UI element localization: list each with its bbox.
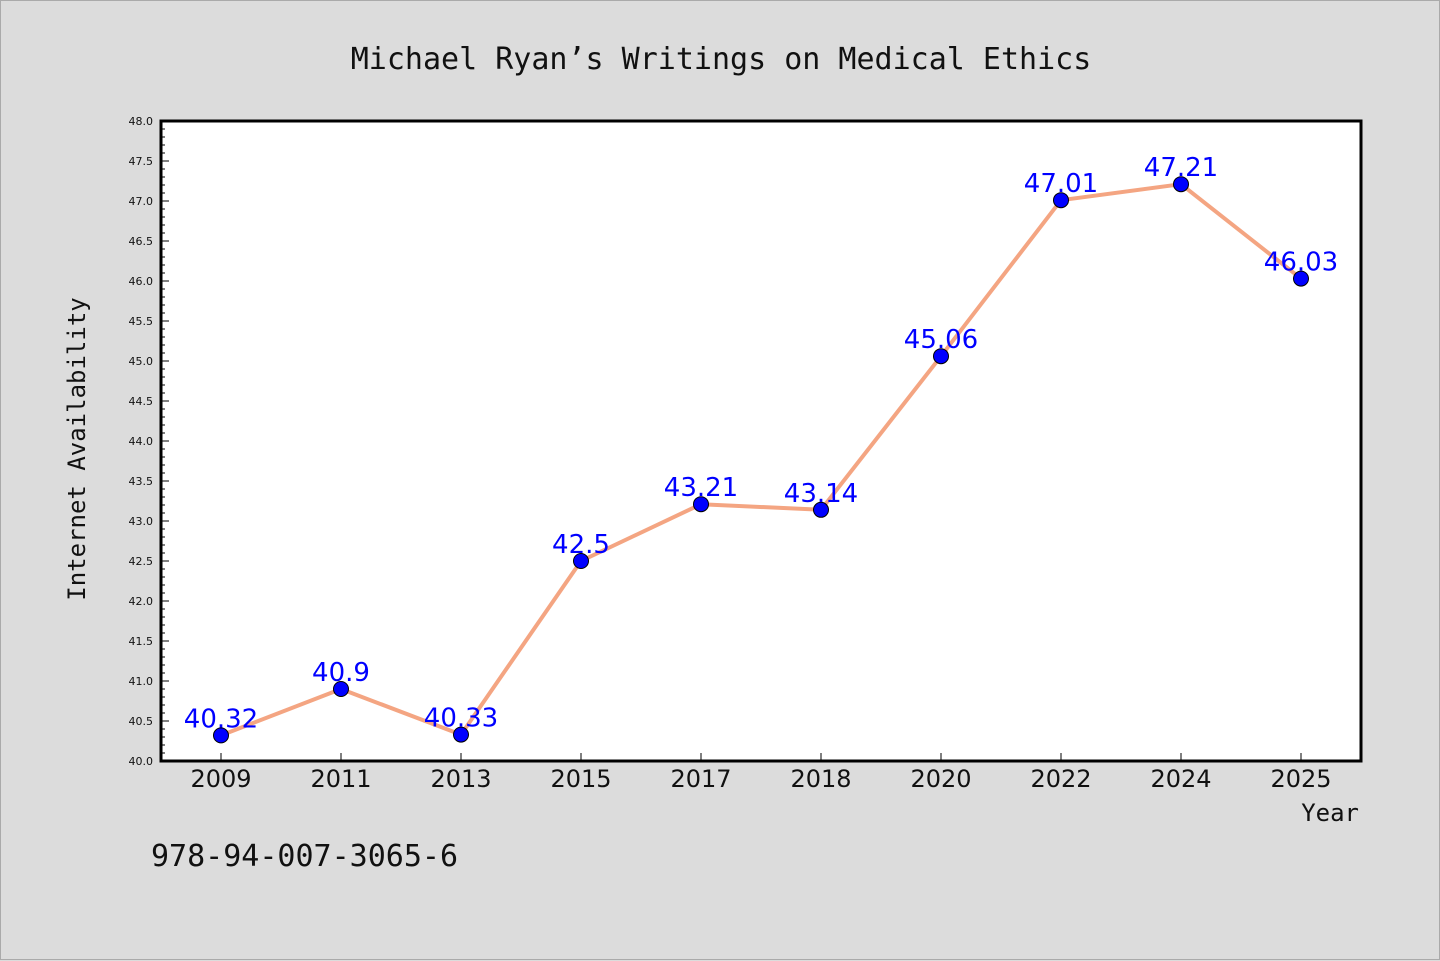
data-point <box>1173 176 1189 193</box>
x-tick-label: 2022 <box>1030 765 1091 793</box>
y-tick-label: 47.5 <box>129 155 154 168</box>
plot-area <box>161 121 1361 761</box>
y-tick-label: 42.5 <box>129 555 154 568</box>
y-tick-label: 46.5 <box>129 235 154 248</box>
data-label: 43.14 <box>784 479 858 509</box>
data-point <box>213 727 229 744</box>
data-point <box>333 681 349 697</box>
isbn-footer: 978-94-007-3065-6 <box>151 839 458 874</box>
x-axis: 2009 2011 2013 2015 2017 2018 2020 2022 2024 2025 <box>190 753 1332 793</box>
x-tick-label: 2025 <box>1270 765 1331 793</box>
data-point <box>693 496 709 513</box>
data-label: 47.01 <box>1024 169 1098 199</box>
y-tick-label: 43.5 <box>129 475 154 488</box>
x-tick-label: 2009 <box>190 765 251 793</box>
x-tick-label: 2018 <box>790 765 851 793</box>
data-label: 40.9 <box>312 658 370 688</box>
data-label: 43.21 <box>664 473 738 503</box>
x-tick-label: 2024 <box>1150 765 1211 793</box>
y-tick-label: 42.0 <box>129 595 154 608</box>
data-label: 40.32 <box>184 704 258 734</box>
y-tick-label: 45.5 <box>129 315 154 328</box>
data-label: 47.21 <box>1144 153 1218 183</box>
chart-title: Michael Ryan’s Writings on Medical Ethic… <box>351 42 1092 77</box>
series-layer <box>213 176 1309 744</box>
x-tick-label: 2013 <box>430 765 491 793</box>
data-point <box>453 726 469 743</box>
data-label: 46.03 <box>1264 248 1338 278</box>
data-labels-layer: 40.32 40.9 40.33 42.5 43.21 43.14 45.06 47.01 47… <box>184 153 1338 734</box>
y-tick-label: 46.0 <box>129 275 154 288</box>
y-tick-label: 43.0 <box>129 515 154 528</box>
y-tick-label: 44.5 <box>129 395 154 408</box>
y-tick-label: 48.0 <box>129 115 154 128</box>
data-label: 40.33 <box>424 704 498 734</box>
data-point <box>933 348 949 365</box>
data-label: 42.5 <box>552 530 610 560</box>
data-point <box>813 501 829 518</box>
y-tick-label: 41.0 <box>129 675 154 688</box>
series-line <box>219 182 1303 738</box>
y-tick-label: 40.0 <box>129 755 154 768</box>
y-tick-label: 44.0 <box>129 435 154 448</box>
data-point <box>1293 270 1309 287</box>
x-tick-label: 2011 <box>310 765 371 793</box>
y-tick-label: 41.5 <box>129 635 154 648</box>
x-tick-label: 2015 <box>550 765 611 793</box>
data-point <box>573 553 589 569</box>
y-tick-label: 47.0 <box>129 195 154 208</box>
x-tick-label: 2020 <box>910 765 971 793</box>
y-axis-label: Internet Availability <box>63 297 91 600</box>
data-label: 45.06 <box>904 325 978 355</box>
x-tick-label: 2017 <box>670 765 731 793</box>
data-point <box>1053 192 1069 209</box>
y-tick-label: 40.5 <box>129 715 154 728</box>
x-axis-label: Year <box>1301 799 1359 827</box>
plot-frame <box>159 119 1363 763</box>
y-tick-label: 45.0 <box>129 355 154 368</box>
y-axis: 40.0 40.5 41.0 41.5 42.0 42.5 43.0 43.5 44.0 44.5… <box>129 115 169 768</box>
